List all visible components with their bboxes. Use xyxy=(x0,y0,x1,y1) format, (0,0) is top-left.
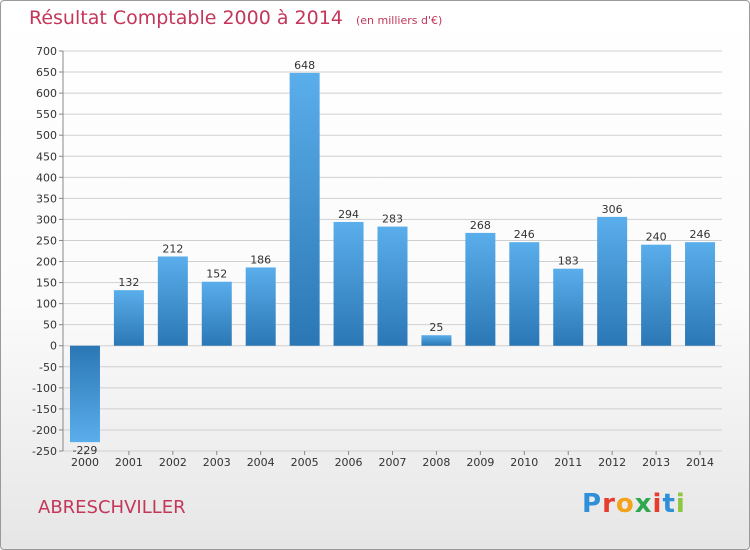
bar-2012 xyxy=(597,216,628,346)
x-tick-label: 2005 xyxy=(291,456,319,469)
x-tick-label: 2008 xyxy=(422,456,450,469)
chart-title: Résultat Comptable 2000 à 2014 xyxy=(29,7,343,29)
logo-letter: x xyxy=(634,489,653,519)
x-tick-label: 2007 xyxy=(379,456,407,469)
x-tick-label: 2011 xyxy=(554,456,582,469)
bar-2000 xyxy=(69,345,100,443)
logo-letter: P xyxy=(582,489,603,519)
y-tick-label: 650 xyxy=(36,66,57,79)
x-tick-label: 2009 xyxy=(466,456,494,469)
data-label: 186 xyxy=(250,253,271,266)
commune-name: ABRESCHVILLER xyxy=(38,497,186,518)
logo-letter: t xyxy=(662,489,676,519)
y-tick-label: 600 xyxy=(36,87,57,100)
bar-2010 xyxy=(509,242,540,346)
y-tick-label: 300 xyxy=(36,213,57,226)
bar-2009 xyxy=(465,232,496,346)
y-tick-label: 0 xyxy=(50,340,57,353)
data-label: 294 xyxy=(338,208,359,221)
y-tick-label: -150 xyxy=(32,403,57,416)
y-tick-label: -100 xyxy=(32,382,57,395)
bar-2001 xyxy=(113,290,144,346)
bar-2008 xyxy=(421,335,452,346)
x-tick-label: 2014 xyxy=(686,456,714,469)
bar-2014 xyxy=(685,242,716,346)
y-tick-label: 550 xyxy=(36,108,57,121)
proxiti-logo: Proxiti xyxy=(582,489,686,519)
y-tick-label: 50 xyxy=(43,319,57,332)
x-tick-label: 2002 xyxy=(159,456,187,469)
chart-title-block: Résultat Comptable 2000 à 2014 (en milli… xyxy=(29,7,442,29)
x-tick-label: 2012 xyxy=(598,456,626,469)
chart-subtitle: (en milliers d'€) xyxy=(355,14,443,27)
data-label: 246 xyxy=(514,228,535,241)
x-tick-label: 2010 xyxy=(510,456,538,469)
y-tick-label: 350 xyxy=(36,192,57,205)
y-tick-label: 700 xyxy=(36,45,57,58)
x-tick-label: 2013 xyxy=(642,456,670,469)
bar-2006 xyxy=(333,221,364,346)
data-label: 132 xyxy=(118,276,139,289)
bar-layer xyxy=(69,72,716,443)
data-label: 306 xyxy=(602,203,623,216)
x-tick-label: 2006 xyxy=(335,456,363,469)
y-tick-label: 150 xyxy=(36,277,57,290)
bar-2013 xyxy=(641,244,672,346)
axis-layer: 7006506005505004504003503002502001501005… xyxy=(32,45,714,469)
logo-letter: r xyxy=(602,489,616,519)
x-tick-label: 2000 xyxy=(71,456,99,469)
y-tick-label: -250 xyxy=(32,445,57,458)
x-tick-label: 2004 xyxy=(247,456,275,469)
y-tick-label: 450 xyxy=(36,150,57,163)
y-tick-label: 400 xyxy=(36,171,57,184)
y-tick-label: 250 xyxy=(36,234,57,247)
x-tick-label: 2003 xyxy=(203,456,231,469)
y-tick-label: -200 xyxy=(32,424,57,437)
bar-2011 xyxy=(553,268,584,346)
data-label: 152 xyxy=(206,268,227,281)
bar-2005 xyxy=(289,72,320,346)
data-label: 268 xyxy=(470,219,491,232)
bar-2002 xyxy=(157,256,188,346)
logo-letter: i xyxy=(675,489,686,519)
data-label: 648 xyxy=(294,59,315,72)
bar-2004 xyxy=(245,267,276,346)
logo-letter: o xyxy=(615,489,635,519)
data-label: 212 xyxy=(162,242,183,255)
y-tick-label: 200 xyxy=(36,256,57,269)
x-tick-label: 2001 xyxy=(115,456,143,469)
data-label: 25 xyxy=(429,321,443,334)
bar-2007 xyxy=(377,226,408,346)
bar-2003 xyxy=(201,281,232,346)
data-label: 246 xyxy=(690,228,711,241)
data-label: -229 xyxy=(72,444,97,457)
data-label: 240 xyxy=(646,231,667,244)
label-layer: -229 132 212 152 186 648 294 283 25 268 246 183 306 2… xyxy=(72,59,710,457)
y-tick-label: -50 xyxy=(39,361,57,374)
y-tick-label: 500 xyxy=(36,129,57,142)
data-label: 283 xyxy=(382,213,403,226)
logo-letter: i xyxy=(652,489,663,519)
data-label: 183 xyxy=(558,255,579,268)
y-tick-label: 100 xyxy=(36,298,57,311)
